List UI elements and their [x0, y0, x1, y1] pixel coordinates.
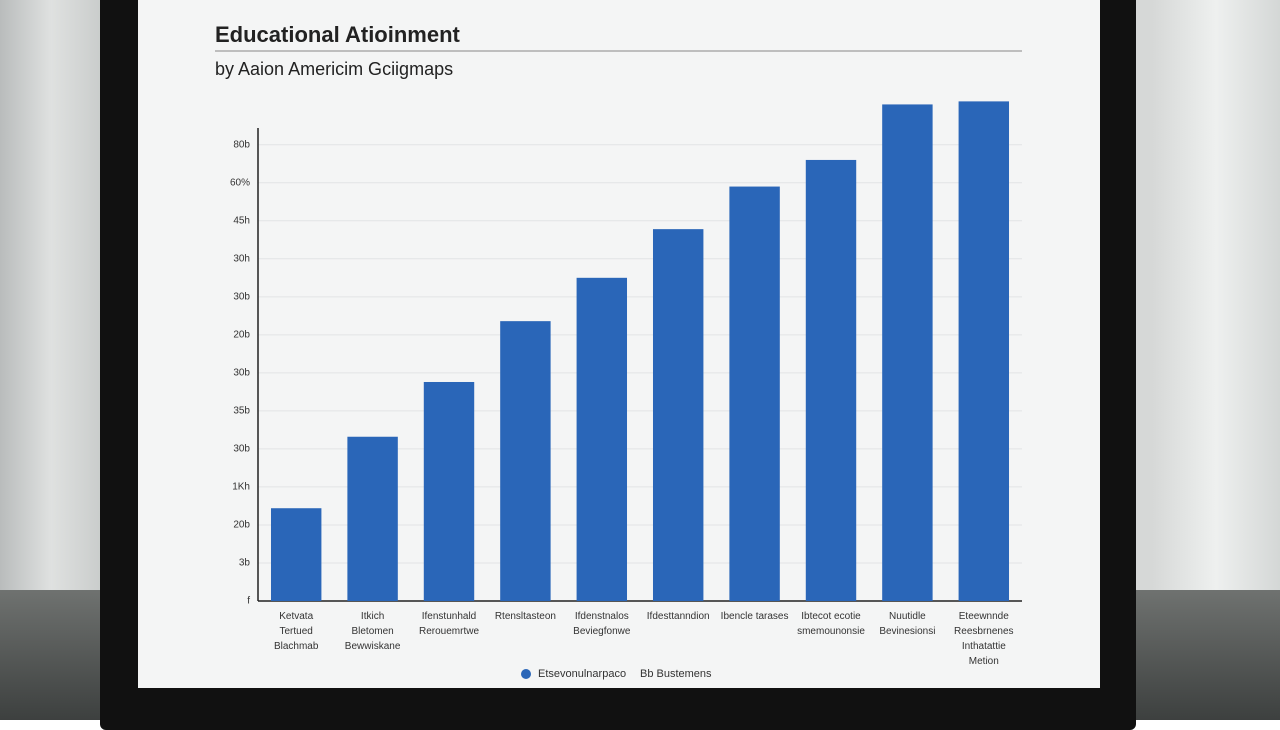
- legend-label: Etsevonulnarpaco: [538, 668, 626, 680]
- bar: [270, 508, 322, 601]
- bar: [882, 104, 933, 601]
- x-tick-label: Nuutidle Bevinesionsi: [879, 611, 936, 637]
- y-tick-label: f: [247, 596, 250, 607]
- y-tick-label: 20b: [233, 329, 250, 340]
- x-tick-label: Ifenstunhald Rerouemrtwe: [418, 611, 480, 637]
- x-tick-label: Ibtecot ecotie smemounonsie: [797, 611, 865, 637]
- chart-subtitle: by Aaion Americim Gciigmaps: [215, 59, 453, 79]
- x-tick-label: Ibencle tarases: [720, 611, 789, 622]
- bar: [958, 101, 1010, 601]
- y-tick-label: 45h: [233, 215, 250, 226]
- x-tick-label: Eteewnnde Reesbrnenes Inthatattie Metion: [954, 611, 1014, 667]
- x-tick-label: Itkich Bletomen Bewwiskane: [344, 611, 401, 652]
- x-tick-label: Rtensltasteon: [494, 611, 556, 622]
- y-tick-label: 60%: [230, 177, 250, 188]
- y-tick-label: 30b: [233, 444, 250, 455]
- bar: [652, 229, 704, 601]
- bar: [805, 159, 857, 601]
- y-tick-label: 30b: [233, 291, 250, 302]
- bar: [500, 321, 551, 601]
- bar: [423, 381, 475, 601]
- legend-note: Bb Bustemens: [640, 668, 712, 680]
- chart-title: Educational Atioinment: [215, 22, 461, 47]
- y-tick-label: 30b: [233, 368, 250, 379]
- x-tick-label: Ifdesttanndion: [646, 611, 710, 622]
- legend-swatch: [521, 669, 531, 679]
- y-tick-label: 35b: [233, 406, 250, 417]
- bar: [347, 436, 398, 601]
- y-tick-label: 80b: [233, 139, 250, 150]
- x-tick-label: Ifdenstnalos Beviegfonwe: [573, 611, 631, 637]
- y-tick-label: 1Kh: [232, 482, 250, 493]
- y-tick-label: 20b: [233, 520, 250, 531]
- y-tick-label: 3b: [239, 558, 251, 569]
- y-tick-label: 30h: [233, 253, 250, 264]
- x-tick-label: Ketvata Tertued Blachmab: [273, 611, 319, 652]
- bar: [576, 277, 628, 601]
- bar: [729, 186, 780, 601]
